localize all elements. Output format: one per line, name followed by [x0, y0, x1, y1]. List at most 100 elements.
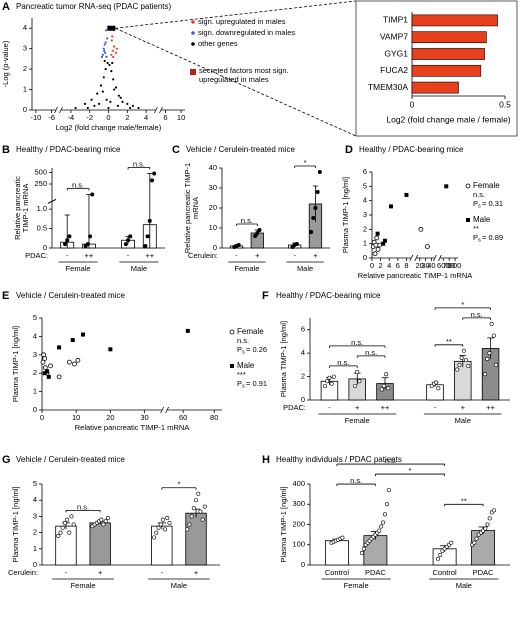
legend-marker — [230, 364, 234, 368]
data-point — [464, 358, 469, 363]
panel-letter: H — [262, 454, 270, 466]
gene-point — [108, 63, 111, 67]
data-point — [474, 536, 479, 541]
significance-label: n.s. — [351, 338, 363, 347]
group-label: Male — [171, 581, 187, 590]
x-tick-label: ++ — [145, 251, 154, 260]
data-point — [202, 504, 207, 509]
axis-break — [409, 254, 414, 262]
bar — [411, 48, 485, 60]
gene-point — [115, 47, 119, 50]
data-point — [152, 535, 157, 540]
gene-point — [104, 41, 107, 44]
data-point — [101, 522, 106, 527]
data-point — [167, 520, 172, 525]
gene-point — [111, 61, 114, 65]
x-tick-label: 0.5 — [499, 99, 511, 109]
y-tick-label: 100 — [292, 540, 305, 549]
factor-label: Cerulein: — [188, 251, 218, 260]
data-point — [434, 380, 439, 385]
stat-subscript: s — [242, 383, 245, 389]
data-point — [253, 234, 258, 239]
significance-label: n.s. — [473, 190, 485, 199]
stat-subscript: s — [478, 203, 481, 209]
x-tick-label: + — [255, 251, 260, 260]
data-point — [375, 231, 380, 236]
data-point — [379, 524, 384, 529]
axis-break — [47, 199, 57, 204]
data-point — [236, 243, 241, 248]
legend-label: sign. downregulated in males — [198, 28, 295, 37]
data-point — [257, 228, 262, 233]
significance-label: * — [177, 480, 180, 489]
group-label: Male — [455, 416, 471, 425]
data-point — [65, 517, 70, 522]
data-point — [70, 338, 75, 343]
legend-label: secreted factors most sign. — [199, 66, 289, 75]
legend-marker — [191, 42, 195, 46]
x-tick-label: ++ — [486, 403, 495, 412]
significance-label: n.s. — [237, 336, 249, 345]
panel-letter: C — [172, 144, 180, 156]
data-point — [69, 514, 74, 519]
data-point — [99, 517, 104, 522]
data-point — [444, 184, 449, 189]
axis-break — [438, 254, 442, 262]
data-point — [62, 520, 67, 525]
data-point — [147, 218, 152, 223]
data-point — [160, 517, 165, 522]
data-point — [198, 509, 203, 514]
x-tick-label: 2 — [125, 113, 129, 122]
data-point — [327, 375, 332, 380]
gene-point — [107, 106, 110, 110]
data-point — [191, 506, 196, 511]
legend-marker — [191, 31, 195, 35]
gene-point — [105, 98, 108, 101]
gene-point — [103, 49, 106, 52]
group-label: Male — [131, 264, 147, 273]
y-tick-label: 40 — [209, 163, 217, 172]
gene-point — [102, 47, 105, 50]
y-tick-label: 10 — [209, 223, 217, 232]
data-point — [63, 242, 68, 247]
y-tick-label: 0 — [43, 243, 47, 252]
y-tick-label: 1 — [33, 387, 37, 396]
gene-point — [106, 61, 109, 65]
x-tick-label: + — [313, 251, 318, 260]
legend-label: Male — [473, 215, 491, 224]
data-point — [42, 371, 47, 376]
stat-symbol: P — [237, 379, 242, 388]
gene-point — [98, 102, 101, 105]
data-point — [491, 333, 496, 338]
data-point — [158, 522, 163, 527]
bar — [411, 64, 482, 77]
data-point — [185, 527, 190, 532]
stat-value: = 0.31 — [482, 199, 503, 208]
x-tick-label: 0 — [370, 261, 374, 270]
data-point — [81, 332, 86, 337]
gene-point — [131, 104, 135, 108]
gene-point — [103, 59, 106, 63]
data-point — [75, 357, 81, 363]
legend-label: Male — [237, 361, 255, 370]
stat-symbol: P — [237, 345, 242, 354]
gene-point — [110, 39, 113, 42]
data-point — [357, 379, 362, 384]
legend-label: Female — [237, 327, 264, 336]
data-point — [65, 238, 70, 243]
y-tick-label: 1 — [363, 239, 367, 248]
category-label: VAMP7 — [380, 31, 408, 41]
panel-letter: A — [2, 1, 10, 13]
y-axis-label: Plasma TIMP-1 [ng/ml] — [279, 321, 288, 397]
group-label: Female — [344, 581, 369, 590]
x-tick-label: 10 — [177, 113, 185, 122]
category-label: FUCA2 — [380, 65, 408, 75]
data-point — [359, 550, 364, 555]
gene-point — [103, 43, 106, 46]
gene-point — [104, 68, 107, 71]
x-tick-label: + — [98, 568, 103, 577]
data-point — [382, 238, 387, 243]
data-point — [381, 383, 386, 388]
data-point — [404, 192, 409, 197]
y-tick-label: 500 — [34, 168, 47, 177]
